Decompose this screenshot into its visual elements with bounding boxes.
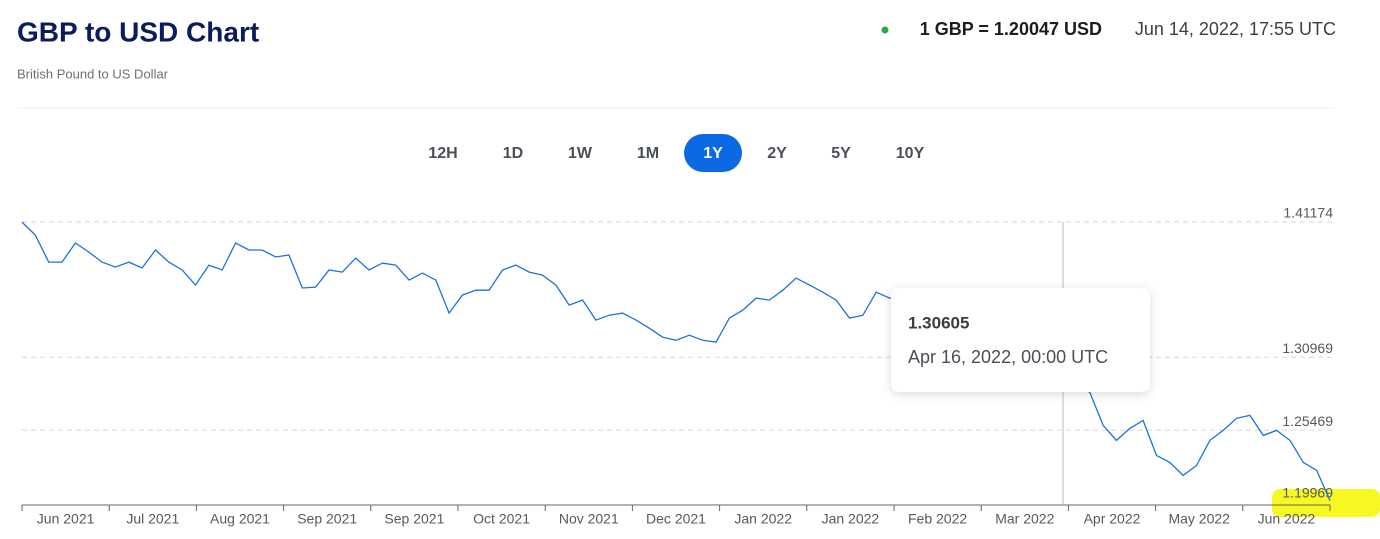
tooltip-box <box>891 288 1150 392</box>
x-tick-label: Mar 2022 <box>995 511 1054 527</box>
x-tick-label: Dec 2021 <box>646 511 706 527</box>
range-button[interactable]: 2Y <box>767 145 787 162</box>
range-button[interactable]: 1M <box>637 145 659 162</box>
highlight <box>1272 489 1380 517</box>
x-tick-label: Sep 2021 <box>297 511 357 527</box>
y-tick-label: 1.30969 <box>1282 340 1333 356</box>
chart-title: GBP to USD Chart <box>17 16 259 47</box>
live-dot <box>881 26 889 34</box>
x-tick-label: May 2022 <box>1168 511 1230 527</box>
y-tick-label: 1.19969 <box>1282 485 1333 501</box>
range-button[interactable]: 5Y <box>831 145 851 162</box>
range-button[interactable]: 1D <box>503 145 523 162</box>
range-button-label[interactable]: 5Y <box>831 145 851 162</box>
quote-rate: 1 GBP = 1.20047 USD <box>920 19 1102 39</box>
range-button-bg[interactable] <box>684 134 742 172</box>
x-tick-label: Jul 2021 <box>126 511 179 527</box>
range-buttons: 12H 1D 1W 1M 1Y 2Y 5Y 10Y <box>428 134 925 172</box>
x-tick-label: Oct 2021 <box>473 511 530 527</box>
range-button-label[interactable]: 1Y <box>703 145 723 162</box>
range-button[interactable]: 1Y <box>684 134 742 172</box>
x-tick-label: Jun 2021 <box>37 511 95 527</box>
range-button-label[interactable]: 1W <box>568 145 593 162</box>
range-button-label[interactable]: 12H <box>428 145 457 162</box>
grid: 1.19969 1.25469 1.30969 1.41174 <box>22 205 1380 517</box>
plot <box>21 221 1331 501</box>
range-button-label[interactable]: 10Y <box>896 145 925 162</box>
range-button[interactable]: 10Y <box>896 145 925 162</box>
x-tick-label: Feb 2022 <box>908 511 967 527</box>
x-tick-label: Aug 2021 <box>210 511 270 527</box>
x-tick-label: Apr 2022 <box>1084 511 1141 527</box>
x-tick-label: Sep 2021 <box>384 511 444 527</box>
price-line <box>21 221 1331 501</box>
x-tick-label: Nov 2021 <box>559 511 619 527</box>
y-tick-label: 1.41174 <box>1283 205 1333 221</box>
range-button[interactable]: 1W <box>568 145 593 162</box>
tooltip-value: 1.30605 <box>908 313 969 332</box>
range-button-label[interactable]: 1M <box>637 145 659 162</box>
range-button-label[interactable]: 2Y <box>767 145 787 162</box>
quote-time: Jun 14, 2022, 17:55 UTC <box>1135 19 1336 39</box>
x-axis: Jun 2021 Jul 2021 Aug 2021 Sep 2021 Sep 2021… <box>21 504 1331 527</box>
range-button[interactable]: 12H <box>428 145 457 162</box>
tooltip-date: Apr 16, 2022, 00:00 UTC <box>908 347 1108 367</box>
subtitle: British Pound to US Dollar <box>17 66 169 81</box>
x-tick-label: Jan 2022 <box>734 511 792 527</box>
x-tick-label: Jan 2022 <box>822 511 880 527</box>
range-button-label[interactable]: 1D <box>503 145 523 162</box>
y-tick-label: 1.25469 <box>1282 413 1333 429</box>
x-tick-label: Jun 2022 <box>1258 511 1316 527</box>
tooltip: 1.30605 Apr 16, 2022, 00:00 UTC <box>891 222 1150 505</box>
